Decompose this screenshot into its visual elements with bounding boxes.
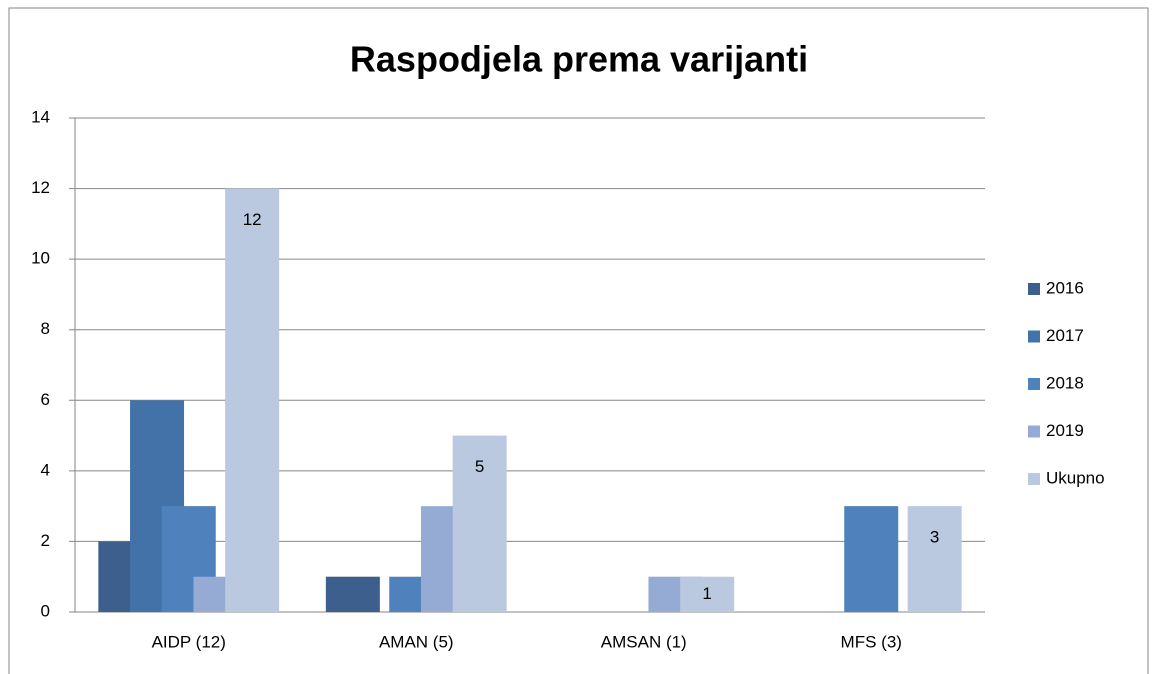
bar	[907, 506, 962, 612]
x-tick-label: AIDP (12)	[152, 632, 226, 651]
chart-border	[8, 7, 1149, 674]
legend-label: 2018	[1046, 373, 1084, 392]
legend-swatch	[1028, 425, 1040, 438]
y-tick-label: 8	[41, 319, 50, 338]
legend-swatch	[1028, 378, 1040, 390]
y-tick-label: 10	[31, 249, 50, 268]
bar	[452, 435, 507, 612]
x-tick-label: AMAN (5)	[379, 632, 454, 651]
x-tick-label: MFS (3)	[841, 632, 902, 651]
data-label: 1	[702, 584, 711, 603]
data-label: 5	[475, 457, 484, 476]
legend-label: 2017	[1046, 326, 1084, 345]
x-tick-label: AMSAN (1)	[601, 632, 687, 651]
data-label: 12	[243, 210, 262, 229]
bar	[680, 576, 735, 612]
bar	[325, 576, 380, 612]
legend-swatch	[1028, 330, 1040, 343]
y-tick-label: 6	[41, 390, 50, 409]
y-tick-label: 4	[41, 460, 50, 479]
y-tick-label: 12	[31, 178, 50, 197]
bar	[844, 506, 899, 612]
y-tick-label: 2	[41, 531, 50, 550]
legend-label: 2016	[1046, 278, 1084, 297]
bar	[225, 188, 280, 613]
legend-label: Ukupno	[1046, 468, 1105, 487]
data-label: 3	[930, 528, 939, 547]
y-tick-label: 0	[41, 601, 50, 620]
legend-swatch	[1028, 473, 1040, 485]
chart-title: Raspodjela prema varijanti	[350, 39, 808, 80]
legend-swatch	[1028, 283, 1040, 295]
legend-label: 2019	[1046, 421, 1084, 440]
y-tick-label: 14	[31, 107, 50, 126]
